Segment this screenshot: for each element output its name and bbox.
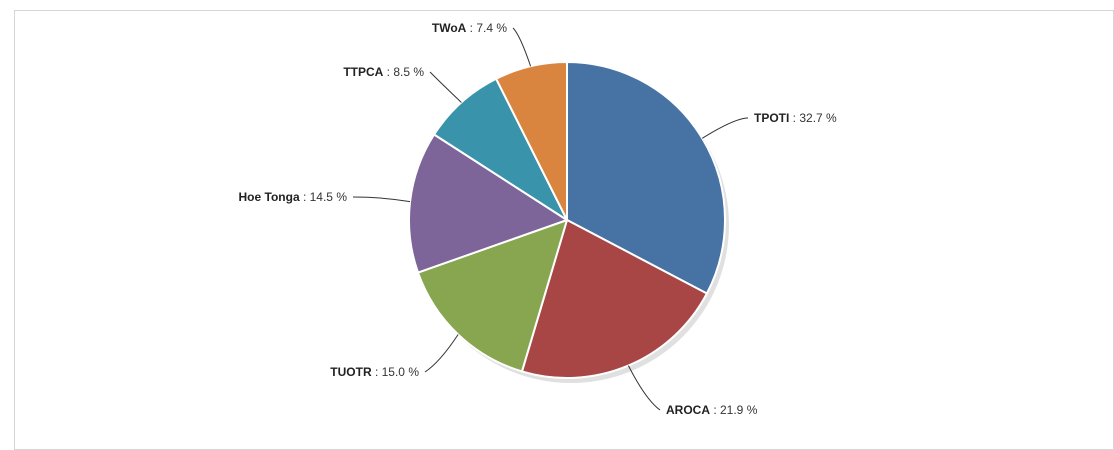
slice-label-ttpca: TTPCA : 8.5 %	[343, 65, 424, 79]
pie-slice-hoe-tonga[interactable]	[408, 133, 568, 274]
slice-label-hoe-tonga: Hoe Tonga : 14.5 %	[239, 190, 348, 204]
pie-slice-tpoti[interactable]	[566, 61, 726, 295]
slice-label-aroca: AROCA : 21.9 %	[666, 403, 758, 417]
pie-slice-ttpca[interactable]	[433, 77, 568, 221]
leader-line-hoe-tonga	[352, 196, 411, 203]
leader-line-twoa	[512, 27, 532, 67]
slice-label-twoa: TWoA : 7.4 %	[432, 21, 507, 35]
leader-line-aroca	[627, 365, 661, 411]
pie-slice-tuotr[interactable]	[417, 219, 568, 373]
leader-line-tuotr	[424, 334, 459, 373]
leader-line-tpoti	[701, 117, 749, 139]
pie-slice-aroca[interactable]	[520, 219, 708, 379]
slice-label-tuotr: TUOTR : 15.0 %	[330, 365, 419, 379]
leader-line-ttpca	[429, 71, 462, 103]
slice-label-tpoti: TPOTI : 32.7 %	[754, 111, 837, 125]
pie-chart: TPOTI : 32.7 % AROCA : 21.9 % TUOTR : 15.0…	[239, 21, 838, 417]
